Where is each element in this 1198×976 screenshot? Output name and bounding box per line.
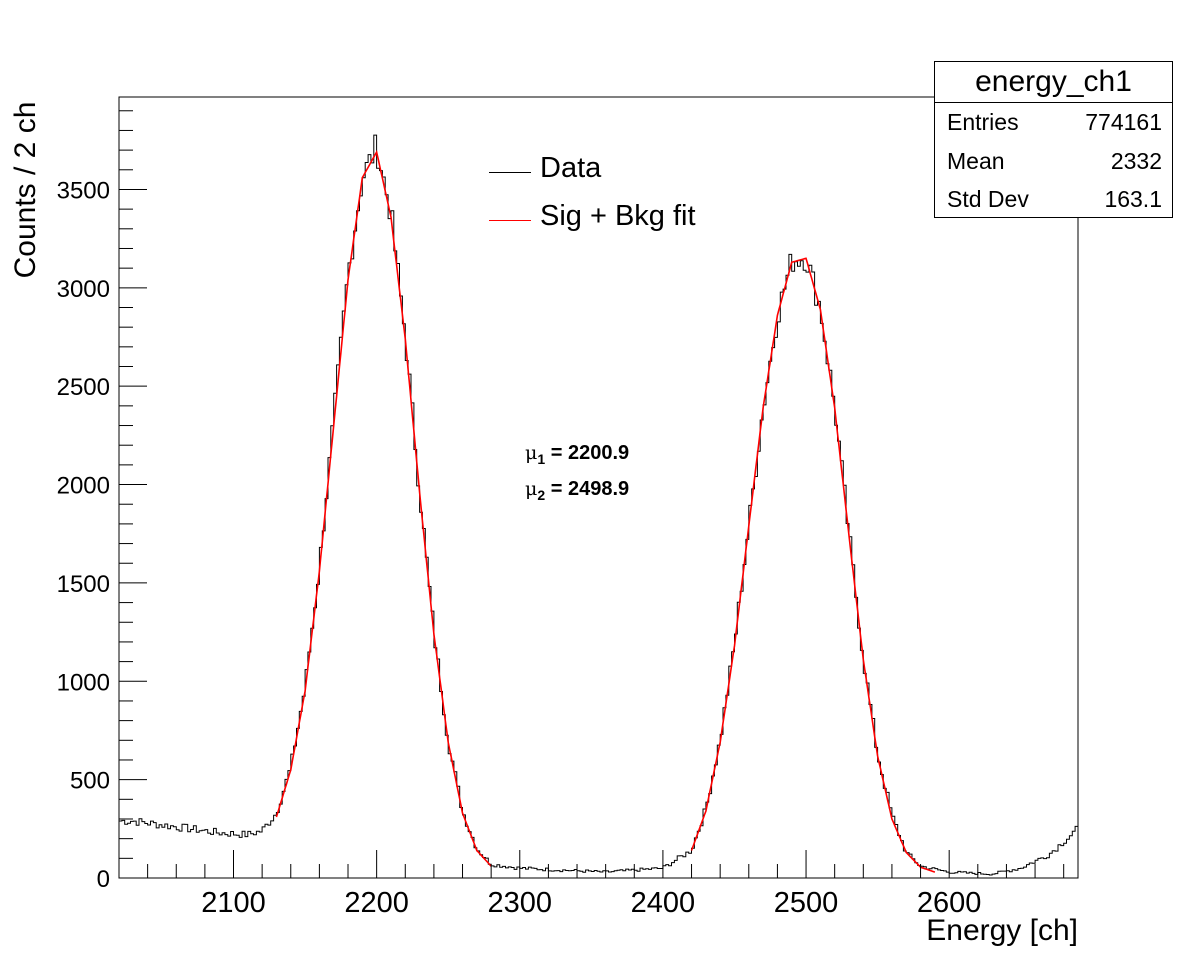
x-axis-label: Energy [ch] (926, 914, 1078, 947)
stats-title: energy_ch1 (935, 62, 1172, 103)
annotation-mu2-text: = 2498.9 (545, 478, 630, 500)
data-layer (119, 134, 1078, 876)
stats-key: Std Dev (947, 186, 1029, 212)
fit-curve-peak-2 (690, 257, 936, 873)
stats-row-entries: Entries 774161 (935, 103, 1172, 142)
annotation-mu1-symbol: μ (525, 442, 538, 464)
x-tick-label: 2600 (917, 887, 982, 919)
legend-swatch-fit (489, 220, 531, 221)
ticks-layer (118, 110, 1065, 879)
legend-label-data: Data (540, 152, 602, 184)
y-tick-label: 0 (97, 866, 110, 893)
y-tick-label: 2500 (57, 374, 110, 401)
y-axis-label: Counts / 2 ch (9, 101, 42, 279)
stats-row-stddev: Std Dev 163.1 (935, 180, 1172, 219)
fit-layer (275, 149, 936, 873)
tick-labels: 2100 2200 2300 2400 2500 2600 0 500 1000 1500 2000… (57, 177, 982, 919)
x-tick-label: 2300 (488, 887, 553, 919)
legend-label-fit: Sig + Bkg fit (540, 200, 696, 232)
annotation-mu1-text: = 2200.9 (545, 442, 630, 464)
plot-border (118, 96, 1079, 879)
x-tick-label: 2500 (774, 887, 839, 919)
x-tick-label: 2400 (631, 887, 696, 919)
plot-frame (118, 96, 1079, 879)
annotation-mu2-symbol: μ (525, 478, 538, 500)
stats-value: 163.1 (1104, 186, 1162, 212)
x-tick-label: 2200 (344, 887, 409, 919)
data-histogram (119, 134, 1078, 876)
stats-box: energy_ch1 Entries 774161 Mean 2332 Std … (934, 61, 1173, 218)
fit-curve-peak-1 (275, 149, 492, 867)
y-tick-label: 3000 (57, 276, 110, 303)
y-tick-label: 500 (70, 768, 110, 795)
y-tick-label: 1500 (57, 571, 110, 598)
stats-key: Entries (947, 109, 1019, 135)
annotation-mu2: μ2 = 2498.9 (525, 478, 629, 503)
x-tick-label: 2100 (201, 887, 266, 919)
stats-key: Mean (947, 147, 1005, 174)
annotation-mu1: μ1 = 2200.9 (525, 442, 629, 467)
y-tick-label: 1000 (57, 669, 110, 696)
stats-value: 2332 (1110, 147, 1162, 174)
annotation-mu1-sub: 1 (537, 451, 546, 467)
y-tick-label: 3500 (57, 177, 110, 204)
annotation-mu2-sub: 2 (537, 487, 546, 503)
stats-row-mean: Mean 2332 (935, 142, 1172, 181)
legend-swatch-data (489, 172, 531, 173)
stats-value: 774161 (1085, 109, 1162, 135)
y-tick-label: 2000 (57, 473, 110, 500)
